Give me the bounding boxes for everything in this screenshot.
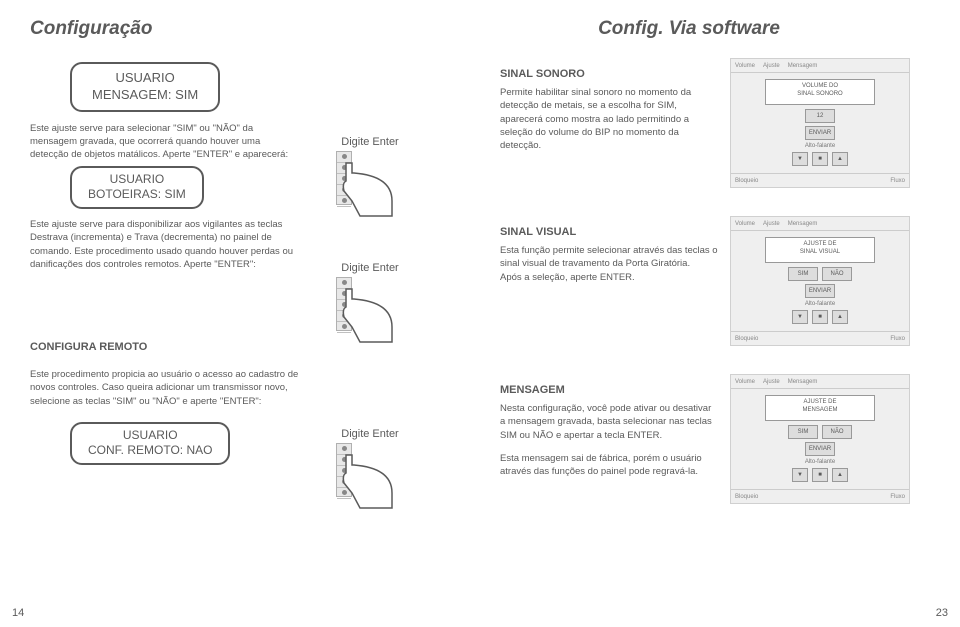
sw-enviar: ENVIAR — [805, 284, 835, 298]
tab: Ajuste — [763, 63, 780, 69]
sw-lcd-line: AJUSTE DE — [766, 241, 874, 249]
tab: Volume — [735, 221, 755, 227]
sw-lcd: AJUSTE DE SINAL VISUAL — [765, 237, 875, 263]
sw-label: Alto-falante — [731, 459, 909, 465]
section-sinal-visual: SINAL VISUAL Esta função permite selecio… — [500, 216, 930, 346]
tab: Mensagem — [788, 221, 818, 227]
tab: Mensagem — [788, 63, 818, 69]
heading: MENSAGEM — [500, 384, 718, 396]
page-number-left: 14 — [12, 607, 24, 619]
right-page: Config. Via software SINAL SONORO Permit… — [490, 0, 960, 627]
sw-lcd-line: MENSAGEM — [766, 407, 874, 415]
sw-enviar: ENVIAR — [805, 126, 835, 140]
section-mensagem: USUARIO MENSAGEM: SIM Este ajuste serve … — [30, 58, 470, 218]
lcd-line: BOTOEIRAS: SIM — [88, 187, 186, 203]
lcd-line: USUARIO — [92, 70, 198, 87]
lcd-usuario-botoeiras: USUARIO BOTOEIRAS: SIM — [70, 166, 204, 209]
sw-bottom-tabs: Bloqueio Fluxo — [731, 173, 909, 187]
press-enter-graphic: Digite Enter — [330, 136, 410, 221]
heading: SINAL VISUAL — [500, 226, 718, 238]
arrow-down-icon: ▼ — [792, 152, 808, 166]
tab: Fluxo — [890, 336, 905, 342]
arrow-up-icon: ▲ — [832, 468, 848, 482]
tab: Volume — [735, 379, 755, 385]
tab: Ajuste — [763, 379, 780, 385]
left-page: Configuração USUARIO MENSAGEM: SIM Este … — [0, 0, 490, 627]
sw-sim: SIM — [788, 425, 818, 439]
sw-label: Alto-falante — [731, 301, 909, 307]
section-conf-remoto: Este procedimento propicia ao usuário o … — [30, 368, 470, 518]
square-icon: ■ — [812, 310, 828, 324]
heading: SINAL SONORO — [500, 68, 718, 80]
paragraph: Esta mensagem sai de fábrica, porém o us… — [500, 452, 718, 479]
lcd-line: MENSAGEM: SIM — [92, 87, 198, 104]
tab: Fluxo — [890, 178, 905, 184]
sw-nao: NÃO — [822, 267, 852, 281]
arrow-up-icon: ▲ — [832, 310, 848, 324]
sw-value: 12 — [805, 109, 835, 123]
square-icon: ■ — [812, 468, 828, 482]
tab: Bloqueio — [735, 494, 758, 500]
tab: Bloqueio — [735, 336, 758, 342]
sw-lcd-line: VOLUME DO — [766, 83, 874, 91]
sw-bottom-tabs: Bloqueio Fluxo — [731, 331, 909, 345]
section-sinal-sonoro: SINAL SONORO Permite habilitar sinal son… — [500, 58, 930, 188]
digite-label: Digite Enter — [330, 262, 410, 274]
digite-label: Digite Enter — [330, 136, 410, 148]
tab: Bloqueio — [735, 178, 758, 184]
paragraph: Este ajuste serve para selecionar "SIM" … — [30, 122, 300, 162]
paragraph: Esta função permite selecionar através d… — [500, 244, 718, 271]
sw-enviar: ENVIAR — [805, 442, 835, 456]
sw-bottom-tabs: Bloqueio Fluxo — [731, 489, 909, 503]
software-window: Volume Ajuste Mensagem AJUSTE DE MENSAGE… — [730, 374, 910, 504]
page-number-right: 23 — [936, 607, 948, 619]
lcd-line: CONF. REMOTO: NAO — [88, 443, 212, 459]
sw-lcd: VOLUME DO SINAL SONORO — [765, 79, 875, 105]
paragraph: Este ajuste serve para disponibilizar ao… — [30, 218, 310, 271]
paragraph: Permite habilitar sinal sonoro no moment… — [500, 86, 718, 152]
press-enter-graphic: Digite Enter — [330, 262, 410, 347]
page-title-right: Config. Via software — [500, 18, 930, 40]
software-window: Volume Ajuste Mensagem AJUSTE DE SINAL V… — [730, 216, 910, 346]
sw-lcd-line: SINAL VISUAL — [766, 249, 874, 257]
lcd-line: USUARIO — [88, 428, 212, 444]
square-icon: ■ — [812, 152, 828, 166]
hand-icon — [332, 287, 402, 345]
lcd-usuario-mensagem: USUARIO MENSAGEM: SIM — [70, 62, 220, 112]
tab: Fluxo — [890, 494, 905, 500]
tab: Volume — [735, 63, 755, 69]
page-title-left: Configuração — [30, 18, 470, 40]
paragraph: Após a seleção, aperte ENTER. — [500, 271, 718, 284]
sw-tabs: Volume Ajuste Mensagem — [731, 375, 909, 389]
arrow-down-icon: ▼ — [792, 310, 808, 324]
lcd-line: USUARIO — [88, 172, 186, 188]
digite-label: Digite Enter — [330, 428, 410, 440]
arrow-down-icon: ▼ — [792, 468, 808, 482]
tab: Ajuste — [763, 221, 780, 227]
hand-icon — [332, 161, 402, 219]
section-botoeiras: Este ajuste serve para disponibilizar ao… — [30, 218, 470, 368]
arrow-up-icon: ▲ — [832, 152, 848, 166]
sw-lcd-line: AJUSTE DE — [766, 399, 874, 407]
sw-lcd-line: SINAL SONORO — [766, 91, 874, 99]
paragraph: Nesta configuração, você pode ativar ou … — [500, 402, 718, 442]
tab: Mensagem — [788, 379, 818, 385]
sw-nao: NÃO — [822, 425, 852, 439]
lcd-conf-remoto: USUARIO CONF. REMOTO: NAO — [70, 422, 230, 465]
sw-tabs: Volume Ajuste Mensagem — [731, 59, 909, 73]
sw-lcd: AJUSTE DE MENSAGEM — [765, 395, 875, 421]
paragraph: Este procedimento propicia ao usuário o … — [30, 368, 320, 408]
sw-sim: SIM — [788, 267, 818, 281]
section-mensagem-sw: MENSAGEM Nesta configuração, você pode a… — [500, 374, 930, 504]
software-window: Volume Ajuste Mensagem VOLUME DO SINAL S… — [730, 58, 910, 188]
sw-tabs: Volume Ajuste Mensagem — [731, 217, 909, 231]
sw-label: Alto-falante — [731, 143, 909, 149]
hand-icon — [332, 453, 402, 511]
press-enter-graphic: Digite Enter — [330, 428, 410, 513]
